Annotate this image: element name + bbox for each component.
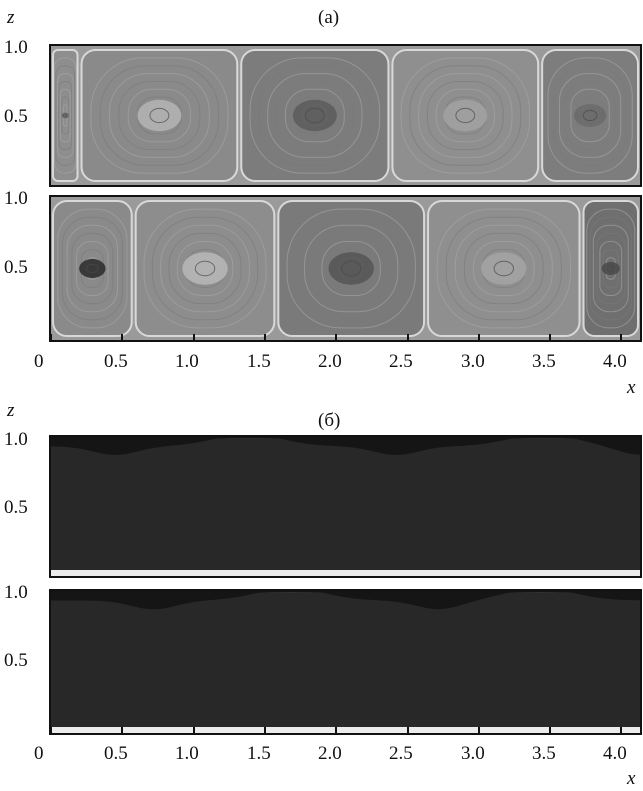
x-axis-label-a: x bbox=[627, 377, 636, 398]
convection-cell bbox=[80, 49, 239, 182]
contour-band bbox=[51, 592, 640, 733]
z-tick-05-b-top: 0.5 bbox=[4, 497, 28, 518]
x-tick-mark bbox=[549, 334, 552, 340]
vortex-core bbox=[601, 261, 620, 276]
x-tick-mark bbox=[192, 727, 195, 733]
x-tick-mark bbox=[192, 334, 195, 340]
z-tick-05-a-bottom: 0.5 bbox=[4, 257, 28, 278]
x-tick-mark bbox=[263, 727, 266, 733]
vortex-core bbox=[443, 99, 488, 132]
x-axis-label-b: x bbox=[627, 768, 636, 789]
x-tick-mark bbox=[335, 727, 338, 733]
x-tick-mark bbox=[50, 727, 52, 733]
convection-cell bbox=[240, 49, 390, 182]
x-tick-label-b: 0.5 bbox=[104, 743, 128, 764]
vortex-core bbox=[79, 259, 106, 278]
temperature-panel-b-bottom bbox=[49, 589, 642, 735]
streamline-panel-a-bottom bbox=[49, 195, 642, 342]
x-tick-mark bbox=[335, 334, 338, 340]
x-tick-label-a: 2.0 bbox=[318, 351, 342, 372]
z-tick-1-a-top: 1.0 bbox=[4, 37, 28, 58]
contour-band bbox=[51, 438, 640, 576]
convection-cell bbox=[52, 200, 133, 337]
x-tick-label-a: 3.5 bbox=[532, 351, 556, 372]
x-tick-label-b: 3.5 bbox=[532, 743, 556, 764]
panel-a-label: (а) bbox=[318, 7, 340, 28]
vortex-core bbox=[137, 99, 182, 132]
vortex-core bbox=[481, 252, 527, 285]
x-tick-label-a: 0 bbox=[34, 351, 44, 372]
convection-cell bbox=[582, 200, 639, 337]
z-tick-1-b-top: 1.0 bbox=[4, 429, 28, 450]
vortex-core bbox=[573, 104, 607, 127]
x-tick-mark bbox=[406, 334, 409, 340]
z-axis-label-a: z bbox=[7, 7, 15, 28]
z-tick-05-a-top: 0.5 bbox=[4, 106, 28, 127]
x-tick-label-a: 1.0 bbox=[175, 351, 199, 372]
z-axis-label-b: z bbox=[7, 400, 15, 421]
convection-cell bbox=[427, 200, 581, 337]
convection-cell bbox=[277, 200, 426, 337]
x-tick-mark bbox=[549, 727, 552, 733]
x-tick-mark bbox=[121, 334, 124, 340]
z-tick-1-b-bottom: 1.0 bbox=[4, 582, 28, 603]
streamline-panel-a-top bbox=[49, 44, 642, 187]
x-tick-mark bbox=[620, 334, 623, 340]
x-tick-label-a: 1.5 bbox=[247, 351, 271, 372]
x-tick-label-b: 3.0 bbox=[461, 743, 485, 764]
x-tick-label-b: 2.0 bbox=[318, 743, 342, 764]
vortex-core bbox=[328, 252, 374, 285]
convection-cell bbox=[52, 49, 79, 182]
x-tick-label-a: 4.0 bbox=[603, 351, 627, 372]
x-tick-label-b: 2.5 bbox=[389, 743, 413, 764]
temperature-plot-b-bottom bbox=[51, 591, 640, 733]
z-tick-05-b-bottom: 0.5 bbox=[4, 650, 28, 671]
x-tick-label-a: 0.5 bbox=[104, 351, 128, 372]
hot-boundary-band bbox=[51, 570, 640, 576]
z-tick-1-a-bottom: 1.0 bbox=[4, 188, 28, 209]
vortex-core bbox=[182, 252, 228, 285]
panel-b-label: (б) bbox=[318, 410, 341, 431]
streamline-plot-a-bottom bbox=[51, 197, 640, 340]
x-tick-label-a: 2.5 bbox=[389, 351, 413, 372]
streamline-plot-a-top bbox=[51, 46, 640, 185]
x-tick-mark bbox=[620, 727, 623, 733]
x-tick-label-a: 3.0 bbox=[461, 351, 485, 372]
x-tick-label-b: 0 bbox=[34, 743, 44, 764]
x-tick-mark bbox=[121, 727, 124, 733]
x-tick-mark bbox=[263, 334, 266, 340]
hot-boundary-band bbox=[51, 727, 640, 733]
convection-cell bbox=[391, 49, 540, 182]
vortex-core bbox=[61, 112, 70, 119]
temperature-plot-b-top bbox=[51, 437, 640, 576]
x-tick-label-b: 1.0 bbox=[175, 743, 199, 764]
temperature-panel-b-top bbox=[49, 435, 642, 578]
x-tick-mark bbox=[477, 727, 480, 733]
convection-cell bbox=[134, 200, 276, 337]
convection-cell bbox=[541, 49, 639, 182]
x-tick-mark bbox=[406, 727, 409, 733]
x-tick-mark bbox=[477, 334, 480, 340]
x-tick-label-b: 1.5 bbox=[247, 743, 271, 764]
vortex-core bbox=[292, 99, 337, 132]
x-tick-label-b: 4.0 bbox=[603, 743, 627, 764]
x-tick-mark bbox=[50, 334, 52, 340]
